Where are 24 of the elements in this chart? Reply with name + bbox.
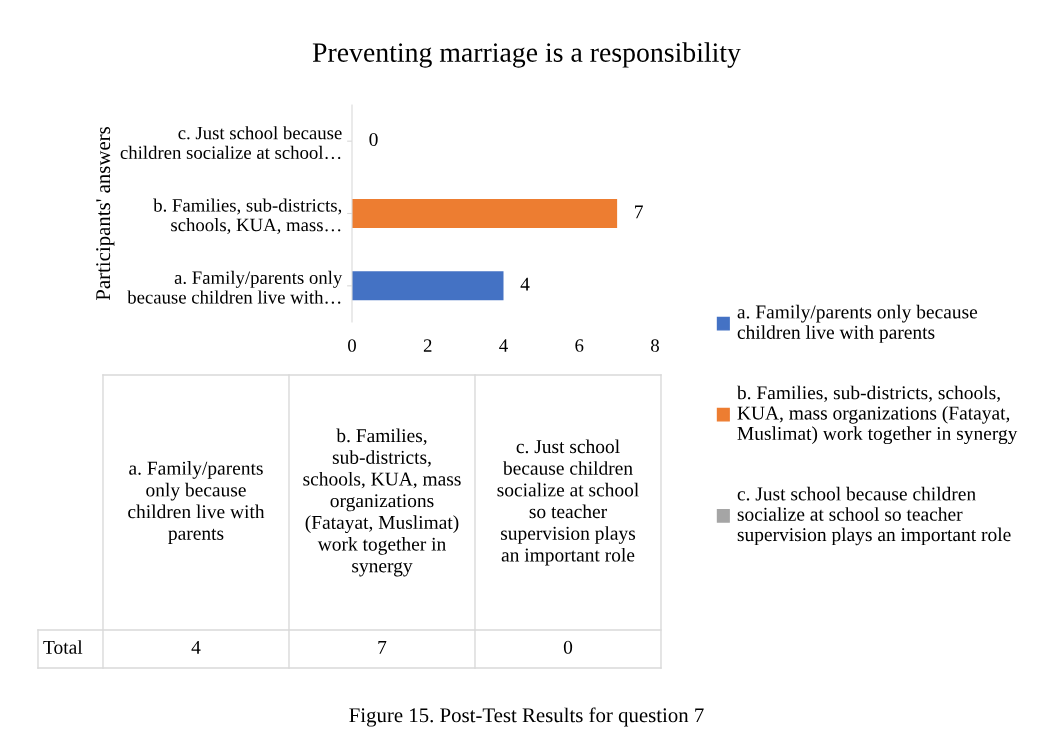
text: c. Just school because children socialize at school so teacher supervision plays an important role <box>497 439 639 566</box>
x-tick-label: 2 <box>423 339 432 352</box>
x-tick-label: 4 <box>499 339 508 352</box>
x-tick-label: 8 <box>651 339 659 352</box>
y-axis-title: Participants' answers <box>96 127 115 301</box>
caption: Figure 15. Post-Test Results for question 7 <box>349 707 704 727</box>
x-tick-label: 0 <box>348 339 356 352</box>
legend-label: a. Family/parents only because children live with parents <box>737 304 978 343</box>
y-tick-label: c. Just school because children socialize at school… <box>120 126 342 160</box>
text: 4 <box>191 640 201 654</box>
chart-title: Preventing marriage is a responsibility <box>312 42 741 68</box>
data-label: 7 <box>635 205 643 219</box>
text: 7 <box>378 640 387 654</box>
legend-label: c. Just school because children socialize at school so teacher supervision plays an important role <box>737 486 1011 546</box>
y-tick-label: b. Families, sub-districts, schools, KUA, mass… <box>153 198 342 234</box>
text: a. Family/parents only because children live with parents <box>128 461 265 544</box>
data-label: 4 <box>520 277 530 291</box>
data-label: 0 <box>369 132 378 147</box>
x-tick-label: 6 <box>575 339 584 352</box>
text: b. Families, sub-districts, schools, KUA, mass organizations (Fatayat, Muslimat) work together in synergy <box>303 428 461 577</box>
text: Total <box>43 640 83 654</box>
legend-label: b. Families, sub-districts, schools, KUA, mass organizations (Fatayat, Muslimat) work together in synergy <box>736 385 1018 445</box>
text: 0 <box>563 640 573 654</box>
y-tick-label: a. Family/parents only because children live with… <box>127 270 343 304</box>
